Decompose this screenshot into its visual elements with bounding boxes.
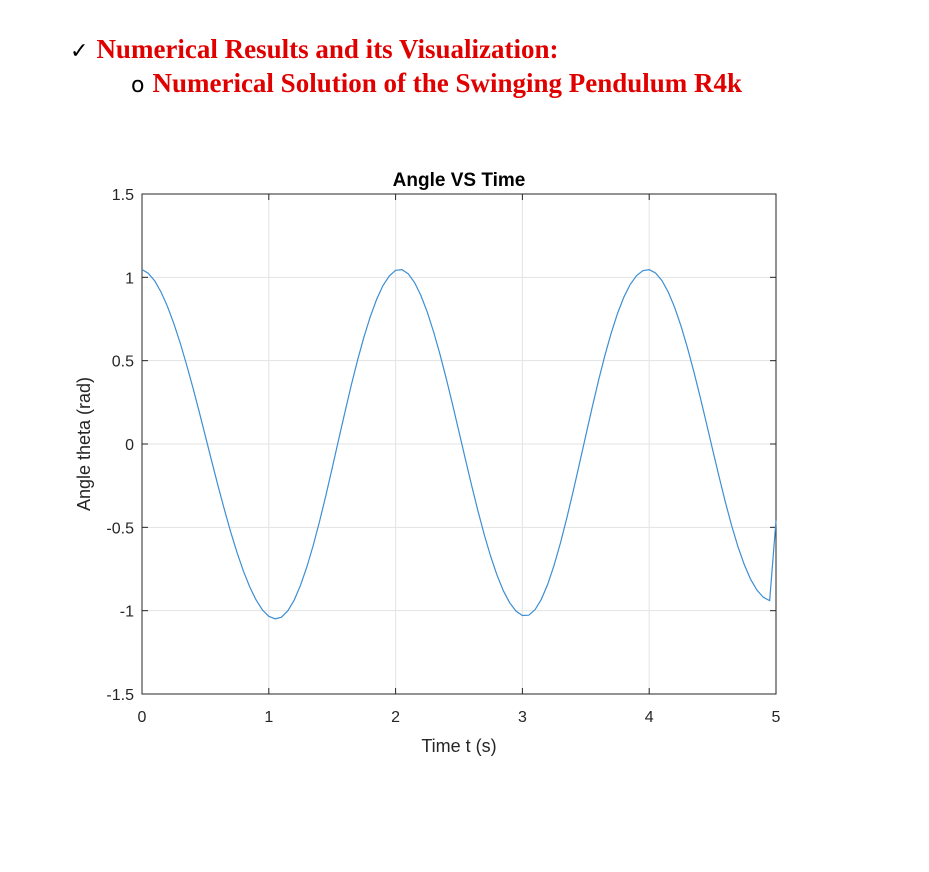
y-tick-label: 1.5: [112, 187, 134, 204]
tick-layer: 0 1 2 3 4 5 1.5 1 0.5 0 -0.5 -1 -1.5: [106, 187, 780, 726]
x-tick-label: 3: [518, 709, 527, 726]
y-tick-label: 1: [125, 270, 134, 287]
section-heading: ✓ Numerical Results and its Visualization…: [70, 34, 558, 67]
section-heading-text: Numerical Results and its Visualization:: [96, 34, 559, 64]
circle-bullet-icon: o: [131, 73, 145, 98]
y-tick-label: 0: [125, 437, 134, 454]
subsection-heading: o Numerical Solution of the Swinging Pend…: [131, 68, 742, 101]
x-axis-label: Time t (s): [421, 736, 496, 756]
y-axis-label: Angle theta (rad): [74, 377, 94, 511]
x-tick-label: 1: [264, 709, 273, 726]
grid-layer: [141, 193, 777, 695]
chart-title: Angle VS Time: [393, 170, 526, 191]
x-tick-label: 5: [772, 709, 781, 726]
y-tick-label: -1.5: [106, 687, 134, 704]
y-tick-label: -1: [120, 604, 134, 621]
checkmark-icon: ✓: [70, 39, 89, 64]
y-tick-label: 0.5: [112, 354, 134, 371]
y-tick-label: -0.5: [106, 520, 134, 537]
series-line: [141, 268, 777, 620]
x-tick-label: 2: [391, 709, 400, 726]
x-tick-label: 0: [138, 709, 147, 726]
subsection-heading-text: Numerical Solution of the Swinging Pendu…: [152, 68, 743, 98]
x-tick-label: 4: [645, 709, 654, 726]
